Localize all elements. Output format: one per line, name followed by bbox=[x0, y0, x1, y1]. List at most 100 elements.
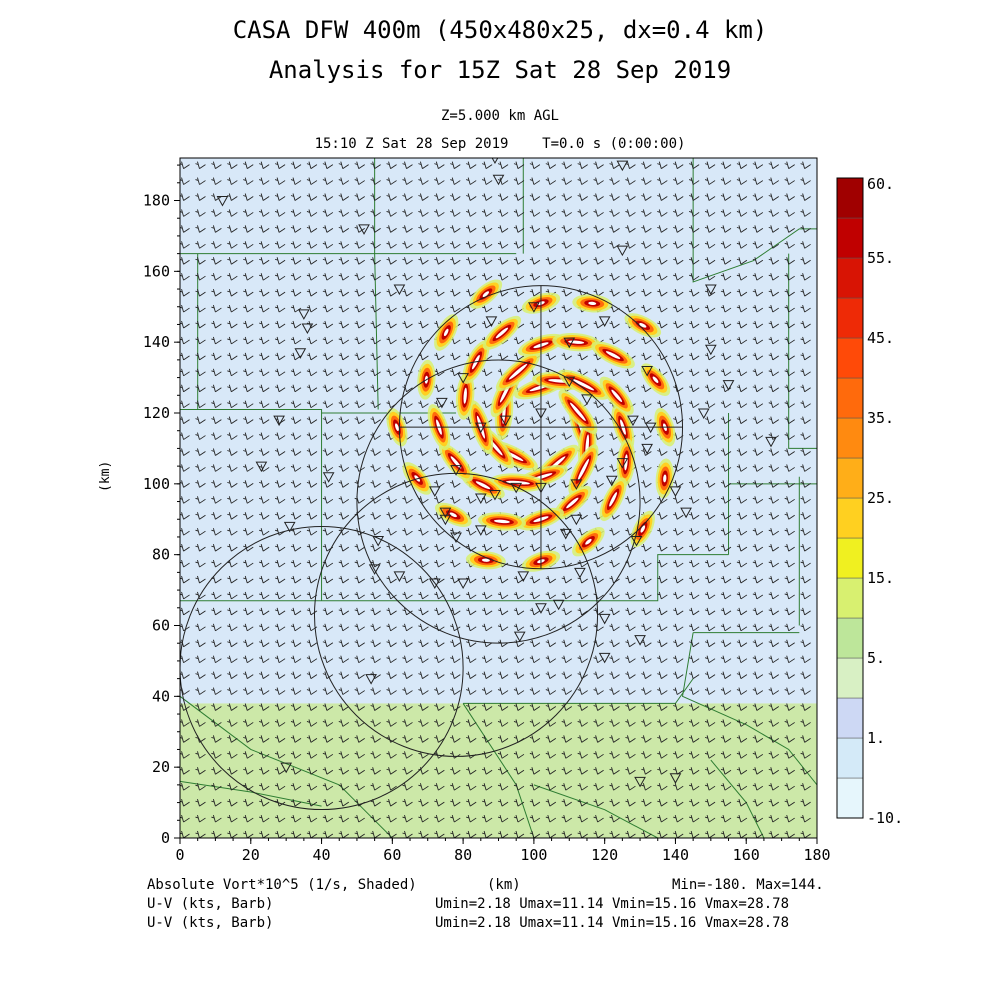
wind-barb bbox=[641, 257, 652, 265]
wind-barb bbox=[784, 767, 795, 775]
wind-barb bbox=[561, 352, 572, 361]
vorticity-band bbox=[655, 458, 674, 499]
wind-barb bbox=[609, 783, 620, 791]
wind-barb bbox=[720, 416, 732, 424]
wind-barb bbox=[800, 830, 811, 838]
wind-barb bbox=[768, 241, 780, 249]
wind-barb bbox=[386, 783, 397, 791]
wind-barb bbox=[354, 304, 365, 313]
wind-barb bbox=[481, 304, 493, 313]
wind-barb bbox=[195, 336, 206, 345]
wind-barb bbox=[481, 814, 493, 823]
wind-barb bbox=[641, 432, 652, 440]
wind-barb bbox=[688, 161, 700, 169]
wind-barb bbox=[720, 384, 732, 393]
wind-barb bbox=[545, 496, 557, 504]
wind-barb bbox=[290, 257, 302, 265]
wind-barb bbox=[434, 209, 445, 217]
wind-barb bbox=[195, 161, 206, 169]
wind-barb bbox=[784, 400, 795, 409]
wind-barb bbox=[720, 575, 732, 584]
wind-barb bbox=[306, 719, 318, 727]
wind-barb bbox=[768, 735, 780, 743]
wind-barb bbox=[609, 799, 620, 807]
wind-barb bbox=[274, 559, 286, 568]
station-triangle bbox=[450, 465, 462, 476]
wind-barb bbox=[720, 735, 732, 743]
wind-barb bbox=[290, 273, 302, 281]
wind-barb bbox=[561, 257, 572, 265]
wind-barb bbox=[466, 830, 477, 838]
wind-barb bbox=[306, 368, 318, 377]
wind-barb bbox=[673, 273, 684, 281]
wind-barb bbox=[657, 607, 668, 616]
wind-barb bbox=[195, 384, 206, 393]
wind-barb bbox=[497, 767, 509, 775]
wind-barb bbox=[513, 161, 525, 169]
wind-barb bbox=[641, 177, 652, 185]
wind-barb bbox=[211, 719, 222, 727]
wind-barb bbox=[306, 735, 318, 743]
wind-barb bbox=[354, 448, 365, 456]
wind-barb bbox=[418, 719, 429, 727]
wind-barb bbox=[625, 591, 636, 600]
wind-barb bbox=[386, 607, 397, 616]
wind-barb bbox=[529, 177, 541, 185]
wind-barb bbox=[736, 384, 748, 393]
wind-barb bbox=[466, 607, 477, 616]
wind-barb bbox=[195, 655, 206, 664]
wind-barb bbox=[386, 639, 397, 648]
wind-barb bbox=[752, 687, 764, 695]
wind-barb bbox=[593, 751, 604, 759]
wind-barb bbox=[386, 384, 397, 393]
wind-barb bbox=[609, 320, 620, 329]
wind-barb bbox=[322, 368, 334, 377]
wind-barb bbox=[625, 193, 636, 201]
wind-barb bbox=[466, 687, 477, 695]
wind-barb bbox=[386, 480, 397, 488]
wind-barb bbox=[513, 177, 525, 185]
wind-barb bbox=[704, 209, 716, 217]
wind-barb bbox=[243, 575, 254, 584]
wind-barb bbox=[481, 703, 493, 711]
wind-barb bbox=[354, 320, 365, 329]
station-triangle bbox=[474, 493, 487, 505]
wind-barb bbox=[227, 607, 238, 616]
wind-barb bbox=[593, 767, 604, 775]
wind-barb bbox=[402, 304, 413, 313]
wind-barb bbox=[195, 671, 206, 679]
radar-ring bbox=[180, 525, 464, 811]
wind-barb bbox=[274, 193, 286, 201]
station-triangle bbox=[457, 578, 469, 590]
wind-barb bbox=[784, 607, 795, 616]
wind-barb bbox=[386, 289, 397, 297]
wind-barb bbox=[625, 751, 636, 759]
wind-barb bbox=[450, 161, 461, 169]
wind-barb bbox=[450, 480, 461, 488]
wind-barb bbox=[386, 336, 397, 345]
wind-barb bbox=[370, 177, 381, 185]
wind-barb bbox=[720, 336, 732, 345]
station-triangle bbox=[513, 631, 526, 643]
wind-barb bbox=[545, 273, 557, 281]
wind-barb bbox=[784, 289, 795, 297]
wind-barb bbox=[720, 719, 732, 727]
wind-barb bbox=[800, 177, 811, 185]
vorticity-band bbox=[490, 473, 546, 492]
wind-barb bbox=[290, 161, 302, 169]
wind-barb bbox=[800, 241, 811, 249]
station-triangle bbox=[697, 408, 710, 420]
wind-barb bbox=[402, 273, 413, 281]
wind-barb bbox=[784, 512, 795, 520]
wind-barb bbox=[354, 607, 365, 616]
wind-barb bbox=[593, 814, 604, 823]
wind-barb bbox=[227, 289, 238, 297]
wind-barb bbox=[768, 783, 780, 791]
wind-barb bbox=[641, 703, 652, 711]
wind-barb bbox=[354, 273, 365, 281]
wind-barb bbox=[497, 783, 509, 791]
wind-barb bbox=[704, 544, 716, 552]
wind-barb bbox=[402, 751, 413, 759]
wind-barb bbox=[736, 225, 748, 233]
wind-barb bbox=[259, 830, 270, 838]
